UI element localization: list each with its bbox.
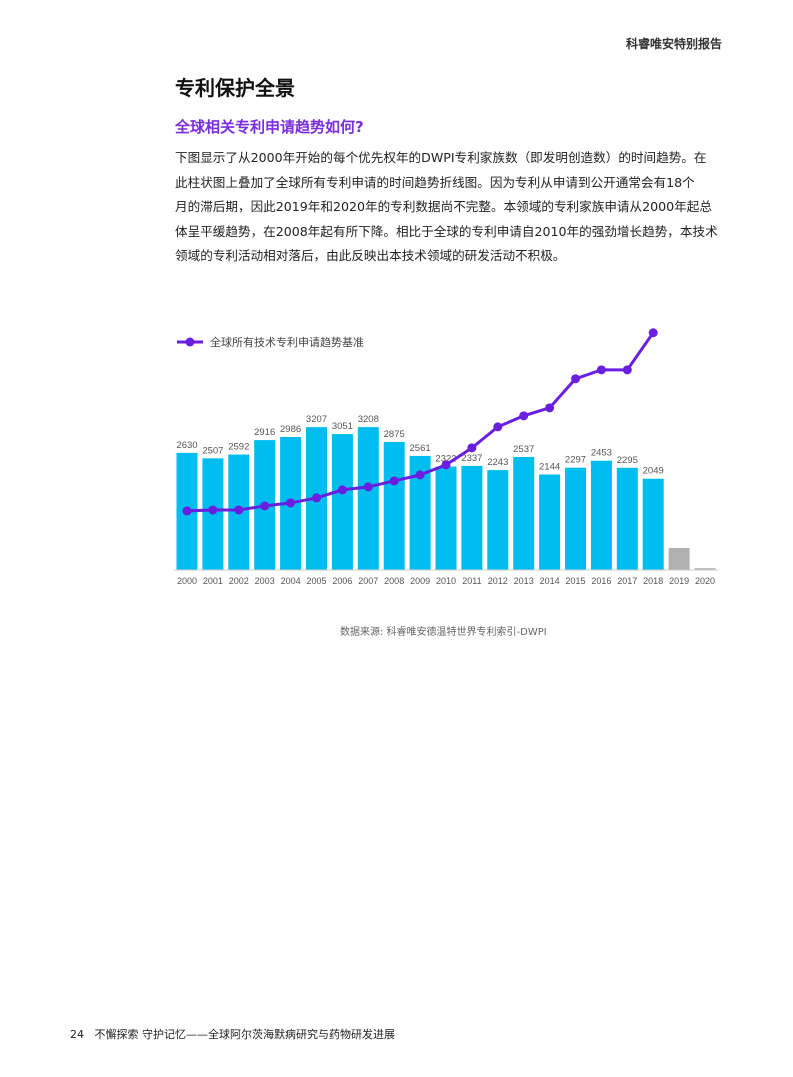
x-tick-label: 2005 [306,576,326,586]
x-tick-label: 2019 [669,576,689,586]
trend-point [467,443,477,453]
x-tick-label: 2000 [177,576,197,586]
data-label: 3051 [332,421,353,432]
x-tick-label: 2011 [462,576,481,586]
data-label: 2875 [384,429,405,440]
bar [513,456,535,570]
legend-label: 全球所有技术专利申请趋势基准 [210,335,364,349]
trend-point [545,403,555,413]
data-label: 2453 [591,448,612,459]
trend-point [337,485,347,495]
x-tick-label: 2012 [488,576,508,586]
trend-point [596,365,606,375]
data-label: 3208 [358,414,379,425]
bar [461,465,483,570]
bar [668,547,690,570]
trend-point [648,328,658,338]
trend-point [571,374,580,384]
data-label: 2144 [539,461,560,472]
trend-point [260,501,270,511]
data-label: 2592 [228,442,249,453]
source: 数据来源: 科睿唯安德温特世界专利索引-DWPI [340,627,547,638]
paragraph-line: 体呈平缓趋势，在2008年起有所下降。相比于全球的专利申请自2010年的强劲增长… [175,223,718,239]
data-label: 2561 [410,443,431,454]
legend-dot [185,337,195,347]
x-tick-label: 2020 [695,576,715,586]
data-label: 2916 [254,427,275,438]
paragraph: 下图显示了从2000年开始的每个优先权年的DWPI专利家族数（即发明创造数）的时… [175,146,735,269]
trend-point [208,505,218,515]
footer: 24 不懈探索 守护记忆——全球阿尔茨海默病研究与药物研发进展 [70,1026,395,1042]
x-tick-label: 2009 [410,576,430,586]
data-label: 2630 [176,440,197,451]
x-tick-label: 2007 [358,576,378,586]
x-tick-label: 2002 [229,576,249,586]
bar [694,568,716,570]
x-tick-label: 2018 [643,576,663,586]
data-label: 3207 [306,414,327,425]
paragraph-line: 下图显示了从2000年开始的每个优先权年的DWPI专利家族数（即发明创造数）的时… [175,150,707,165]
paragraph-line: 此柱状图上叠加了全球所有专利申请的时间趋势折线图。因为专利从申请到公开通常会有1… [175,174,695,190]
bar [539,474,561,570]
footer-text: 不懈探索 守护记忆——全球阿尔茨海默病研究与药物研发进展 [94,1028,396,1041]
bar [331,434,353,570]
trend-point [622,365,632,375]
data-label: 2537 [513,444,534,455]
x-tick-label: 2003 [255,576,275,586]
data-label: 2297 [565,455,586,466]
trend-point [182,506,192,516]
title: 专利保护全景 [175,76,295,100]
trend-point [234,505,244,515]
bar [435,466,457,570]
x-tick-label: 2017 [617,576,637,586]
data-label: 2295 [617,455,638,466]
data-label: 2507 [202,445,223,456]
x-tick-label: 2001 [203,576,223,586]
x-tick-label: 2008 [384,576,404,586]
bar [642,478,664,570]
x-tick-label: 2006 [332,576,352,586]
trend-point [389,476,399,486]
bar [565,467,586,570]
bar [383,441,405,570]
paragraph-line: 月的滞后期，因此2019年和2020年的专利数据尚不完整。本领域的专利家族申请从… [175,199,712,214]
bar [616,467,638,570]
data-label: 2049 [643,466,664,477]
bar [590,460,612,570]
x-tick-label: 2010 [436,576,456,586]
bar [409,455,431,570]
subtitle: 全球相关专利申请趋势如何? [175,118,364,136]
data-label: 2337 [461,453,482,464]
x-tick-label: 2015 [565,576,585,586]
x-tick-label: 2013 [514,576,534,586]
trend-point [363,482,373,492]
trend-point [493,422,503,432]
header: 科睿唯安特别报告 [625,37,722,51]
data-label: 2986 [280,424,301,435]
trend-point [415,470,425,480]
bar [357,427,379,570]
trend-point [286,498,296,508]
data-label: 2243 [487,457,508,468]
data-label: 2322 [435,454,456,465]
x-tick-label: 2014 [540,576,560,586]
bar [487,470,509,570]
trend-point [312,493,321,503]
trend-point [519,411,529,421]
paragraph-line: 领域的专利活动相对落后，由此反映出本技术领域的研发活动不积极。 [175,248,566,263]
page-number: 24 [70,1028,84,1041]
trend-point [441,460,451,470]
x-tick-label: 2016 [591,576,611,586]
x-tick-label: 2004 [281,576,301,586]
